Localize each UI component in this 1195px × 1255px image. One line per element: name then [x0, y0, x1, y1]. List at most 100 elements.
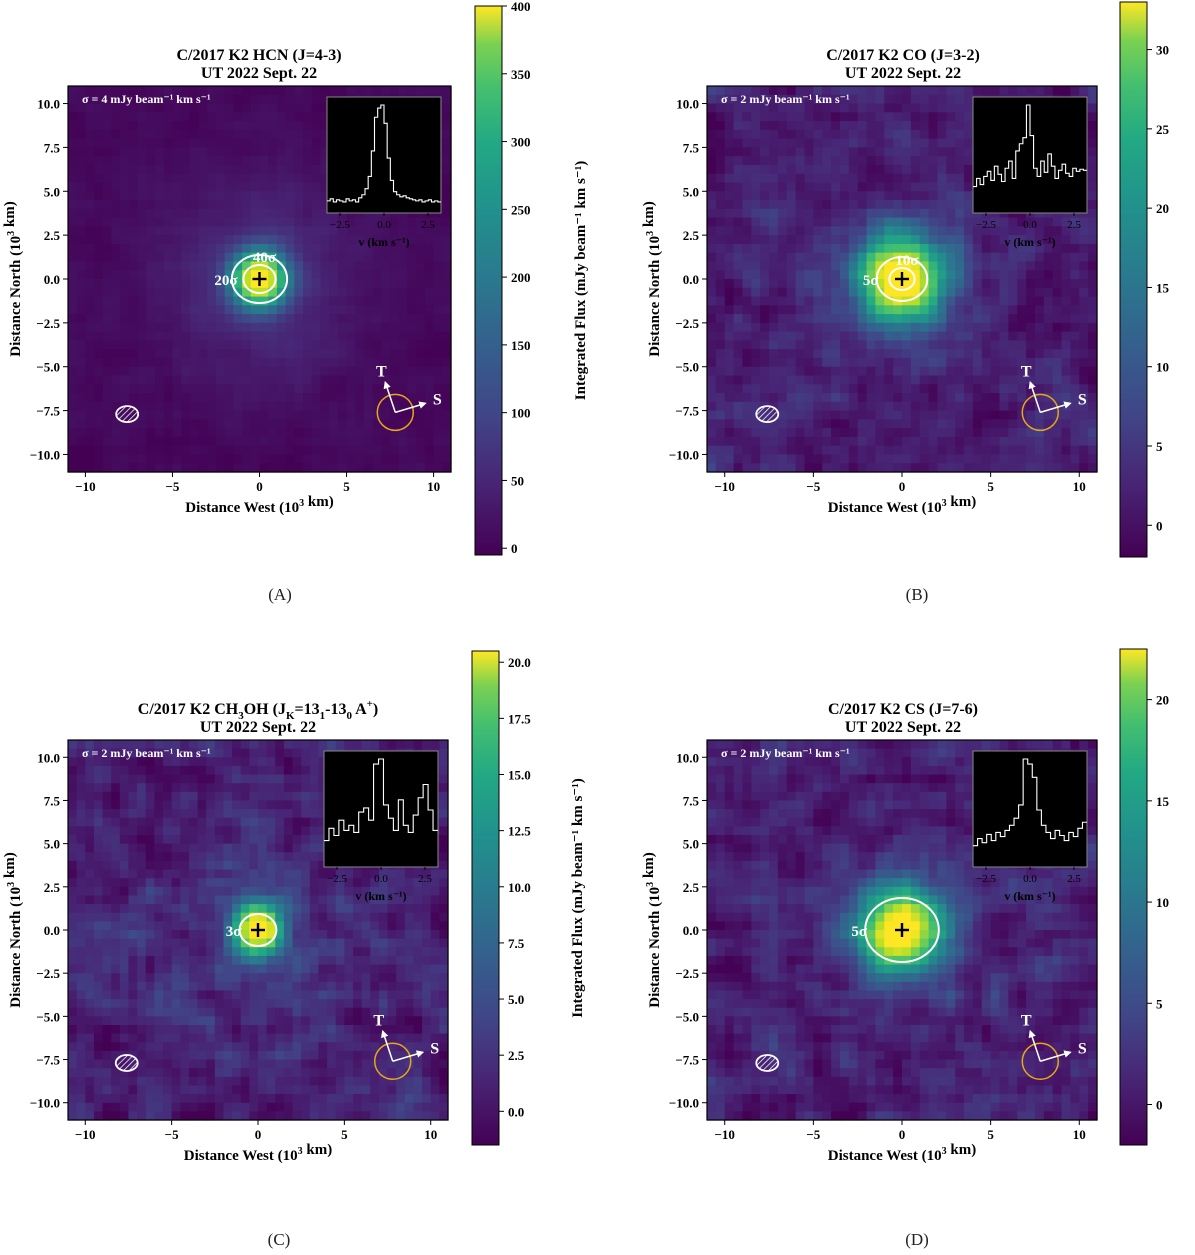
colorbar-tick-label: 15 [1156, 280, 1170, 295]
trail-arrow [1028, 380, 1041, 413]
x-tick-label: −5 [806, 1127, 820, 1142]
x-tick-label: 0 [256, 479, 263, 494]
colorbar-tick-label: 300 [511, 135, 531, 150]
y-tick-label: 5.0 [44, 184, 60, 199]
heatmap-image [707, 86, 1098, 473]
sun-label: S [1078, 391, 1087, 408]
inset-tick-label: 0.0 [377, 219, 391, 231]
colorbar-tick-label: 30 [1156, 43, 1169, 58]
x-tick-label: −10 [75, 479, 95, 494]
contour-3sigma [238, 913, 278, 947]
y-tick-label: −5.0 [675, 1009, 699, 1024]
colorbar: 051015202530Integrated Flux (mJy beam⁻¹ … [1119, 1, 1170, 558]
colorbar-tick-label: 50 [511, 473, 524, 488]
spectrum-inset: −2.5 0.0 2.5 v (km s⁻¹) [323, 750, 439, 903]
y-tick-label: 2.5 [683, 228, 700, 243]
y-tick-label: −2.5 [675, 316, 699, 331]
inset-tick-label: 0.0 [1023, 219, 1037, 231]
colorbar-tick-label: 20.0 [508, 655, 531, 670]
inset-tick-label: −2.5 [330, 219, 350, 231]
sun-arrow [395, 401, 427, 414]
trail-arrow [1028, 1029, 1041, 1062]
colorbar-tick-label: 10.0 [508, 880, 531, 895]
y-tick-label: 10.0 [37, 97, 60, 112]
colorbar-tick-label: 20 [1156, 201, 1169, 216]
sigma-label: σ = 2 mJy beam⁻¹ km s⁻¹ [721, 746, 850, 760]
spectrum-line [324, 758, 438, 842]
y-tick-label: −10.0 [669, 1096, 699, 1111]
x-tick-label: −5 [165, 1127, 179, 1142]
colorbar-tick-label: 17.5 [508, 711, 531, 726]
colorbar-tick-label: 10 [1156, 360, 1169, 375]
y-tick-label: 7.5 [683, 793, 700, 808]
inset-tick-label: 2.5 [1067, 219, 1081, 231]
inset-tick-label: 2.5 [418, 873, 432, 885]
y-tick-label: −5.0 [36, 360, 60, 375]
y-tick-label: 0.0 [44, 923, 60, 938]
y-axis-label: Distance North (103 km) [2, 852, 24, 1007]
colorbar-tick-label: 7.5 [508, 936, 525, 951]
y-tick-label: −10.0 [669, 447, 699, 462]
inset-tick-label: 2.5 [1067, 873, 1081, 885]
inset-xlabel: v (km s⁻¹) [355, 889, 406, 903]
beam-ellipse [114, 1054, 139, 1072]
colorbar-tick-label: 0.0 [508, 1104, 524, 1119]
sigma-label: σ = 2 mJy beam⁻¹ km s⁻¹ [721, 92, 850, 106]
y-tick-label: 5.0 [683, 184, 699, 199]
contour-label: 3σ [226, 924, 243, 940]
spectrum-line [973, 758, 1087, 847]
panel-label: (B) [906, 585, 929, 604]
contour-40sigma [242, 264, 277, 294]
spectrum-inset: −2.5 0.0 2.5 v (km s⁻¹) [972, 96, 1088, 249]
x-tick-label: 5 [987, 1127, 994, 1142]
chart-title: C/2017 K2 CS (J=7-6) [828, 701, 978, 718]
sun-arrow [392, 1050, 425, 1062]
spectrum-line [327, 104, 441, 203]
spectrum-line [973, 104, 1087, 188]
y-tick-label: −5.0 [36, 1009, 60, 1024]
inset-tick-label: −2.5 [976, 873, 996, 885]
beam-ellipse [115, 405, 140, 424]
sun-phase-circle [1021, 1042, 1060, 1081]
x-tick-label: −10 [75, 1127, 95, 1142]
y-axis-label: Distance North (103 km) [641, 852, 663, 1007]
y-tick-label: 10.0 [37, 750, 60, 765]
colorbar-tick-label: 0 [511, 541, 518, 556]
inset-frame [972, 750, 1088, 868]
colorbar-tick-label: 5 [1156, 996, 1163, 1011]
trail-label: T [376, 363, 387, 380]
panel-a: 20σ 40σ σ = 4 mJy beam⁻¹ km s⁻¹ T S −2.5 0.0 2.… [2, 0, 589, 604]
colorbar-label: Integrated Flux (mJy beam⁻¹ km s⁻¹) [573, 161, 589, 400]
sun-label: S [1078, 1040, 1087, 1057]
inset-frame [323, 750, 439, 868]
colorbar: 0.0 2.5 5.0 7.5 10.0 12.5 15.0 17.5 20.0 Integrat… [471, 650, 586, 1146]
sun-phase-circle [373, 1042, 412, 1081]
sigma-label: σ = 4 mJy beam⁻¹ km s⁻¹ [82, 92, 211, 106]
y-tick-label: −7.5 [675, 1053, 699, 1068]
chart-subtitle: UT 2022 Sept. 22 [845, 719, 961, 736]
colorbar-gradient [471, 650, 500, 1146]
y-tick-label: −10.0 [30, 447, 60, 462]
colorbar-gradient [1119, 648, 1148, 1146]
sigma-label: σ = 2 mJy beam⁻¹ km s⁻¹ [82, 746, 211, 760]
sun-arrow [1040, 1050, 1072, 1062]
y-tick-label: −5.0 [675, 360, 699, 375]
panel-label: (C) [268, 1230, 291, 1249]
chart-title: C/2017 K2 CH3OH (JK=131-130 A+) [138, 698, 378, 722]
x-tick-label: 5 [987, 479, 994, 494]
colorbar: 05101520Integrated Flux (mJy beam⁻¹ km s… [1119, 648, 1170, 1146]
inset-xlabel: v (km s⁻¹) [1004, 235, 1055, 249]
colorbar-tick-label: 5 [1156, 439, 1163, 454]
x-axis-label: Distance West (103 km) [184, 1142, 332, 1164]
y-axis-label: Distance North (103 km) [2, 201, 24, 356]
heatmap-image [68, 86, 452, 473]
chart-title: C/2017 K2 CO (J=3-2) [826, 47, 980, 64]
y-tick-label: −10.0 [30, 1096, 60, 1111]
panel-d: 5σ σ = 2 mJy beam⁻¹ km s⁻¹ T S −2.5 0.0 2.5 v (… [641, 648, 1170, 1249]
x-tick-label: −10 [715, 479, 735, 494]
colorbar-tick-label: 25 [1156, 122, 1170, 137]
colorbar-tick-label: 15 [1156, 794, 1170, 809]
inset-xlabel: v (km s⁻¹) [1004, 889, 1055, 903]
x-tick-label: 10 [424, 1127, 437, 1142]
